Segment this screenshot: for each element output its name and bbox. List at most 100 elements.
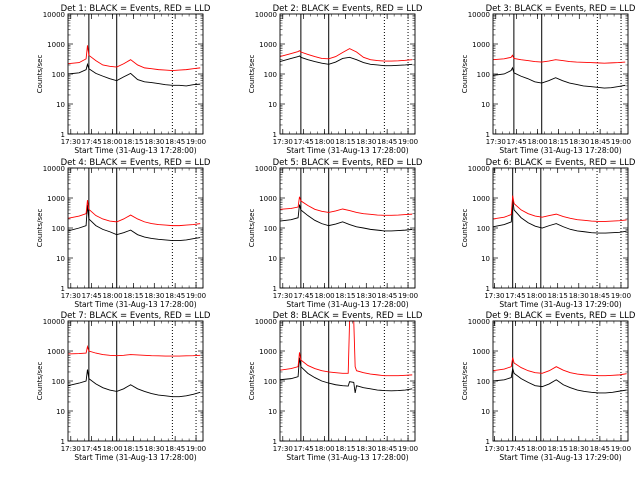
x-tick-label: 18:15 [123, 292, 143, 300]
panel-title: Det 6: BLACK = Events, RED = LLD [486, 158, 636, 168]
x-tick-label: 18:00 [102, 292, 122, 300]
x-tick-label: 19:00 [398, 445, 418, 453]
x-tick-label: 18:30 [356, 445, 376, 453]
y-tick-label: 100 [52, 225, 65, 233]
x-tick-label: 17:30 [273, 138, 293, 146]
x-axis-label: Start Time (31-Aug-13 17:28:00) [286, 300, 408, 309]
y-tick-label: 1000 [47, 195, 65, 203]
x-tick-label: 18:30 [569, 445, 589, 453]
series-line-lld [492, 195, 627, 222]
x-tick-label: 17:45 [294, 138, 314, 146]
y-tick-label: 100 [264, 225, 277, 233]
panel-title: Det 7: BLACK = Events, RED = LLD [61, 311, 211, 321]
series-line-lld [67, 45, 201, 72]
y-tick-label: 1000 [259, 41, 277, 49]
y-tick-label: 1 [61, 438, 65, 446]
x-tick-label: 18:00 [527, 445, 547, 453]
x-tick-label: 17:45 [82, 292, 102, 300]
x-tick-label: 18:00 [102, 445, 122, 453]
y-axis-label: Counts/sec [461, 209, 469, 248]
x-tick-label: 18:30 [144, 138, 164, 146]
panel-det-3: Det 3: BLACK = Events, RED = LLD 1 10 100 10… [461, 4, 636, 155]
y-axis-label: Counts/sec [461, 55, 469, 94]
x-tick-label: 18:15 [123, 445, 143, 453]
panel-det-5: Det 5: BLACK = Events, RED = LLD 1 10 100 10… [248, 158, 423, 309]
x-tick-label: 17:30 [484, 445, 504, 453]
x-tick-label: 17:30 [484, 292, 504, 300]
series-line-lld [492, 357, 627, 377]
y-tick-label: 100 [264, 71, 277, 79]
series-line-lld [67, 344, 201, 357]
panel-det-6: Det 6: BLACK = Events, RED = LLD 1 10 100 10… [461, 158, 636, 309]
y-tick-label: 1 [273, 285, 277, 293]
panel-det-4: Det 4: BLACK = Events, RED = LLD 1 10 100 10… [36, 158, 211, 309]
x-tick-label: 17:45 [294, 292, 314, 300]
y-tick-label: 1000 [259, 195, 277, 203]
x-axis-label: Start Time (31-Aug-13 17:28:00) [74, 453, 196, 462]
y-axis-label: Counts/sec [461, 362, 469, 401]
plot-frame [67, 13, 204, 135]
x-tick-label: 18:45 [165, 445, 185, 453]
x-tick-label: 19:00 [611, 445, 631, 453]
y-tick-label: 10000 [468, 165, 490, 173]
y-tick-label: 10 [481, 255, 490, 263]
y-axis-label: Counts/sec [248, 55, 256, 94]
x-tick-label: 18:00 [314, 138, 334, 146]
x-tick-label: 18:15 [335, 138, 355, 146]
x-axis-label: Start Time (31-Aug-13 17:28:00) [74, 146, 196, 155]
series-line-lld [279, 196, 413, 216]
x-tick-label: 17:45 [294, 445, 314, 453]
x-tick-label: 18:00 [314, 445, 334, 453]
x-tick-label: 18:00 [314, 292, 334, 300]
y-tick-label: 10 [268, 255, 277, 263]
x-tick-label: 19:00 [398, 292, 418, 300]
x-tick-label: 18:15 [335, 445, 355, 453]
x-axis-label: Start Time (31-Aug-13 17:28:00) [499, 146, 621, 155]
y-axis-label: Counts/sec [36, 55, 44, 94]
y-axis-label: Counts/sec [36, 362, 44, 401]
y-axis-label: Counts/sec [248, 209, 256, 248]
panel-title: Det 1: BLACK = Events, RED = LLD [61, 4, 211, 14]
y-tick-label: 1 [486, 131, 490, 139]
x-tick-label: 19:00 [611, 138, 631, 146]
x-tick-label: 18:30 [569, 292, 589, 300]
series-line-events [279, 357, 413, 394]
y-tick-label: 1 [273, 131, 277, 139]
x-tick-label: 19:00 [398, 138, 418, 146]
y-tick-label: 1000 [472, 41, 490, 49]
y-tick-label: 10000 [43, 165, 65, 173]
plot-frame [67, 320, 204, 442]
y-tick-label: 10000 [255, 318, 277, 326]
series-line-events [67, 62, 201, 87]
y-tick-label: 10 [481, 408, 490, 416]
x-tick-label: 18:30 [569, 138, 589, 146]
x-tick-label: 18:15 [123, 138, 143, 146]
x-tick-label: 19:00 [611, 292, 631, 300]
y-tick-label: 100 [52, 71, 65, 79]
x-tick-label: 18:15 [335, 292, 355, 300]
panel-title: Det 8: BLACK = Events, RED = LLD [273, 311, 423, 321]
y-tick-label: 1000 [472, 348, 490, 356]
y-tick-label: 10 [56, 408, 65, 416]
x-tick-label: 18:30 [144, 445, 164, 453]
y-tick-label: 10000 [43, 318, 65, 326]
series-line-events [67, 369, 201, 398]
series-line-lld [492, 54, 626, 64]
y-tick-label: 100 [477, 378, 490, 386]
plot-frame [492, 320, 629, 442]
panel-title: Det 5: BLACK = Events, RED = LLD [273, 158, 423, 168]
x-tick-label: 18:15 [548, 138, 568, 146]
y-tick-label: 1 [61, 131, 65, 139]
plot-frame [279, 320, 416, 442]
panel-det-7: Det 7: BLACK = Events, RED = LLD 1 10 100 10… [36, 311, 211, 462]
y-tick-label: 1 [273, 438, 277, 446]
x-tick-label: 18:45 [377, 138, 397, 146]
x-tick-label: 18:00 [527, 292, 547, 300]
x-tick-label: 17:30 [61, 445, 81, 453]
y-tick-label: 10000 [255, 165, 277, 173]
y-tick-label: 100 [477, 71, 490, 79]
series-line-events [492, 368, 627, 394]
x-tick-label: 17:30 [273, 445, 293, 453]
x-tick-label: 17:30 [61, 292, 81, 300]
x-tick-label: 18:30 [356, 292, 376, 300]
